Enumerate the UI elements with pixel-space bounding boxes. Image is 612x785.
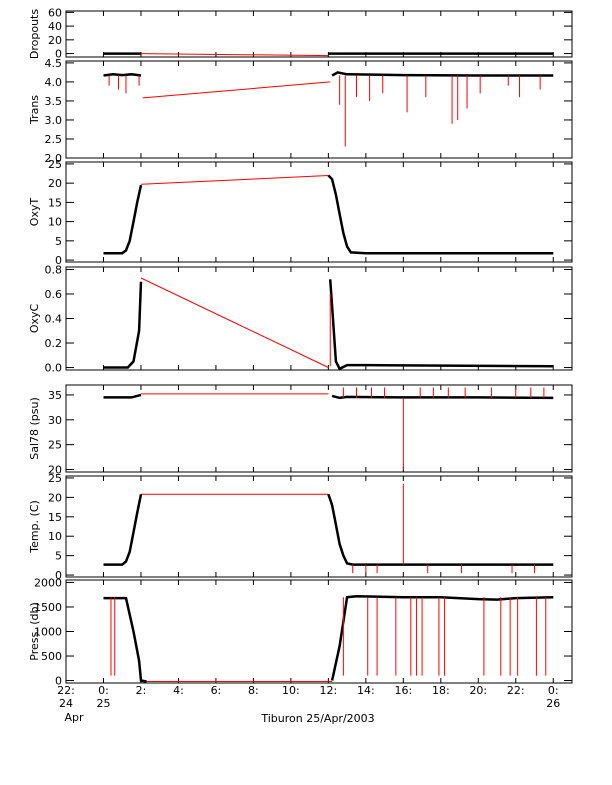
y-tick-label-oxyc: 0.4 bbox=[45, 313, 63, 326]
x-tick-label: 4: bbox=[173, 684, 184, 697]
series-black-b-oxyc bbox=[328, 279, 554, 371]
y-tick-label-temp: 5 bbox=[55, 550, 62, 563]
series-black-b-oxyt bbox=[327, 174, 554, 255]
y-tick-label-oxyc: 0.0 bbox=[45, 362, 63, 375]
y-axis-label-press: Press. (db) bbox=[28, 602, 41, 661]
x-tick-label: 12: bbox=[320, 684, 338, 697]
y-tick-label-temp: 20 bbox=[48, 491, 62, 504]
y-tick-label-press: 1500 bbox=[34, 601, 62, 614]
y-tick-label-dropouts: 40 bbox=[48, 20, 62, 33]
panel-frame-oxyt bbox=[65, 161, 573, 263]
y-axis-label-oxyc: OxyC bbox=[28, 304, 41, 334]
panel-frame-press bbox=[65, 579, 573, 684]
x-tick-label: 0: bbox=[98, 684, 109, 697]
y-tick-label-temp: 15 bbox=[48, 511, 62, 524]
y-tick-label-oxyt: 15 bbox=[48, 196, 62, 209]
series-red-oxyt bbox=[140, 175, 329, 185]
x-tick-label-day: 24 bbox=[59, 697, 73, 710]
y-axis-label-trans: Trans bbox=[28, 95, 41, 125]
y-tick-label-trans: 3.0 bbox=[45, 114, 63, 127]
x-tick-label-day: 25 bbox=[96, 697, 110, 710]
y-tick-label-oxyc: 0.2 bbox=[45, 337, 63, 350]
series-black-a-trans bbox=[103, 73, 142, 77]
y-tick-label-sal: 35 bbox=[48, 389, 62, 402]
y-tick-label-dropouts: 0 bbox=[55, 48, 62, 61]
series-black-b-sal bbox=[331, 394, 554, 400]
y-tick-label-oxyt: 0 bbox=[55, 254, 62, 267]
panel-frame-sal bbox=[65, 384, 573, 473]
y-tick-label-press: 500 bbox=[41, 650, 62, 663]
panel-sal: 35 30 25 20 Sal78 (psu) bbox=[28, 384, 573, 477]
panel-frame-dropouts bbox=[65, 10, 573, 58]
y-tick-label-oxyc: 0.8 bbox=[45, 263, 63, 276]
y-tick-label-trans: 2.0 bbox=[45, 152, 63, 165]
x-tick-label: 8: bbox=[248, 684, 259, 697]
y-tick-label-sal: 20 bbox=[48, 464, 62, 477]
x-tick-label: 2: bbox=[136, 684, 147, 697]
panel-press: 2000 1500 1000 500 0 Press. (db) bbox=[28, 576, 573, 688]
series-black-a-temp bbox=[103, 494, 143, 566]
y-axis-label-oxyt: OxyT bbox=[28, 198, 41, 227]
y-tick-label-temp: 25 bbox=[48, 472, 62, 485]
y-tick-label-sal: 30 bbox=[48, 414, 62, 427]
series-black-a-sal bbox=[103, 393, 142, 399]
series-black-b-temp bbox=[327, 493, 554, 566]
chart-caption: Tiburon 25/Apr/2003 bbox=[260, 712, 374, 725]
y-axis-label-dropouts: Dropouts bbox=[28, 9, 41, 59]
x-tick-label: 16: bbox=[394, 684, 412, 697]
y-tick-label-trans: 4.5 bbox=[45, 57, 63, 70]
y-tick-label-oxyt: 20 bbox=[48, 177, 62, 190]
y-tick-label-dropouts: 60 bbox=[48, 6, 62, 19]
panel-oxyc: 0.8 0.6 0.4 0.2 0.0 OxyC bbox=[28, 263, 573, 375]
y-tick-label-sal: 25 bbox=[48, 439, 62, 452]
y-tick-label-dropouts: 20 bbox=[48, 34, 62, 47]
series-red-dropouts bbox=[140, 53, 329, 57]
panel-frame-temp bbox=[65, 475, 573, 578]
series-red-oxyc bbox=[140, 277, 329, 368]
series-black-a-oxyt bbox=[103, 184, 143, 255]
series-red-trans bbox=[142, 81, 331, 99]
y-tick-label-oxyc: 0.6 bbox=[45, 288, 63, 301]
x-tick-label-month: Apr bbox=[64, 711, 84, 724]
y-tick-label-press: 1000 bbox=[34, 626, 62, 639]
x-tick-label-day: 26 bbox=[546, 697, 560, 710]
x-tick-label: 10: bbox=[282, 684, 300, 697]
x-tick-label: 0: bbox=[548, 684, 559, 697]
series-black-a-oxyc bbox=[103, 281, 143, 369]
y-tick-label-temp: 0 bbox=[55, 569, 62, 582]
x-tick-label: 6: bbox=[211, 684, 222, 697]
x-tick-label: 22: bbox=[507, 684, 525, 697]
y-tick-label-oxyt: 25 bbox=[48, 158, 62, 171]
panel-oxyt: 25 20 15 10 5 0 OxyT bbox=[28, 158, 573, 267]
x-tick-label: 18: bbox=[432, 684, 450, 697]
series-black-b-trans bbox=[331, 71, 554, 77]
y-tick-label-press: 0 bbox=[55, 675, 62, 688]
y-tick-label-oxyt: 5 bbox=[55, 235, 62, 248]
y-axis-label-temp: Temp. (C) bbox=[28, 500, 41, 554]
series-black-a-press bbox=[103, 596, 147, 683]
x-tick-label: 20: bbox=[469, 684, 487, 697]
y-axis-label-sal: Sal78 (psu) bbox=[28, 397, 41, 460]
x-tick-label: 14: bbox=[357, 684, 375, 697]
y-tick-label-temp: 10 bbox=[48, 530, 62, 543]
y-tick-label-trans: 2.5 bbox=[45, 133, 63, 146]
panel-temp: 25 20 15 10 5 0 Temp. (C) bbox=[28, 472, 573, 582]
x-tick-label: 22: bbox=[57, 684, 75, 697]
chart-panels: 6040200Dropouts4.54.03.53.02.52.0Trans25… bbox=[28, 6, 573, 688]
y-tick-label-press: 2000 bbox=[34, 576, 62, 589]
y-tick-label-oxyt: 10 bbox=[48, 216, 62, 229]
y-tick-label-trans: 3.5 bbox=[45, 95, 63, 108]
panel-trans: 4.5 4.0 3.5 3.0 2.5 2.0 Trans bbox=[28, 57, 573, 165]
panel-frame-trans bbox=[65, 60, 573, 159]
series-black-b-press bbox=[330, 594, 554, 681]
y-tick-label-trans: 4.0 bbox=[45, 76, 63, 89]
